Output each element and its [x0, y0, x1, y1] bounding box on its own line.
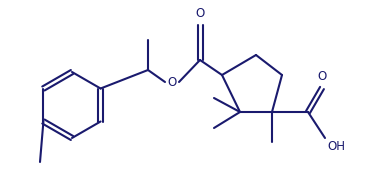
Text: O: O [317, 70, 327, 83]
Text: O: O [167, 75, 177, 89]
Text: OH: OH [327, 140, 345, 153]
Text: O: O [196, 7, 205, 20]
